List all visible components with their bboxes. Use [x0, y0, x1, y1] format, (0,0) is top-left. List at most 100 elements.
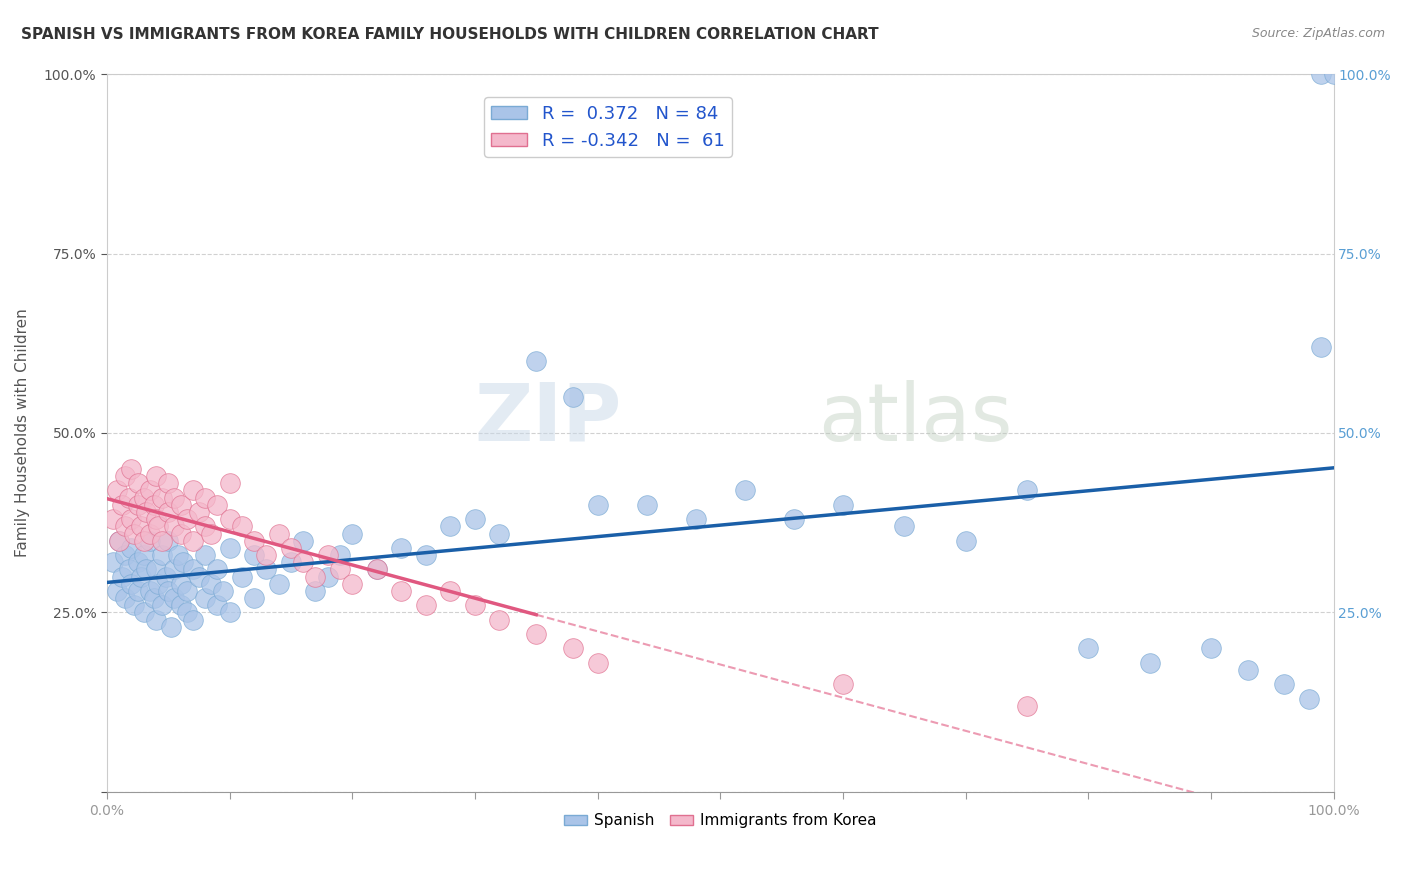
Point [181, 562, 204, 576]
Point [150, 599, 173, 613]
Point [254, 562, 277, 576]
Point [145, 613, 167, 627]
Point [254, 548, 277, 562]
Point [145, 469, 167, 483]
Point [150, 548, 173, 562]
Point [207, 562, 229, 576]
Point [1199, 641, 1222, 656]
Point [127, 583, 149, 598]
Point [139, 583, 162, 598]
Point [292, 555, 315, 569]
Point [108, 533, 131, 548]
Point [342, 526, 364, 541]
Point [524, 627, 547, 641]
Y-axis label: Family Households with Children: Family Households with Children [15, 309, 30, 558]
Point [108, 533, 131, 548]
Point [111, 569, 134, 583]
Point [292, 533, 315, 548]
Point [167, 548, 190, 562]
Point [488, 526, 510, 541]
Point [893, 519, 915, 533]
Point [586, 498, 609, 512]
Point [464, 599, 486, 613]
Point [121, 541, 143, 555]
Point [1310, 340, 1333, 354]
Point [955, 533, 977, 548]
Point [389, 541, 412, 555]
Point [267, 526, 290, 541]
Point [329, 548, 352, 562]
Point [439, 583, 461, 598]
Text: ZIP: ZIP [475, 380, 621, 458]
Point [132, 533, 155, 548]
Point [304, 583, 326, 598]
Point [200, 576, 222, 591]
Text: SPANISH VS IMMIGRANTS FROM KOREA FAMILY HOUSEHOLDS WITH CHILDREN CORRELATION CHA: SPANISH VS IMMIGRANTS FROM KOREA FAMILY … [21, 27, 879, 42]
Point [389, 583, 412, 598]
Point [157, 583, 180, 598]
Point [524, 354, 547, 368]
Point [1274, 677, 1296, 691]
Point [169, 526, 191, 541]
Point [831, 498, 853, 512]
Point [366, 562, 388, 576]
Point [111, 498, 134, 512]
Point [1139, 656, 1161, 670]
Point [181, 533, 204, 548]
Point [316, 569, 339, 583]
Point [243, 533, 266, 548]
Point [304, 569, 326, 583]
Point [1298, 691, 1320, 706]
Point [194, 591, 217, 606]
Point [169, 599, 191, 613]
Point [194, 519, 217, 533]
Point [329, 562, 352, 576]
Point [157, 476, 180, 491]
Point [121, 576, 143, 591]
Point [194, 491, 217, 505]
Point [831, 677, 853, 691]
Point [200, 526, 222, 541]
Point [1310, 67, 1333, 81]
Point [280, 555, 302, 569]
Point [734, 483, 756, 498]
Point [142, 498, 165, 512]
Point [101, 555, 124, 569]
Point [118, 562, 141, 576]
Point [129, 569, 152, 583]
Point [114, 548, 136, 562]
Point [176, 606, 198, 620]
Point [135, 505, 157, 519]
Point [101, 512, 124, 526]
Point [1322, 67, 1344, 81]
Point [212, 583, 235, 598]
Point [243, 591, 266, 606]
Point [169, 576, 191, 591]
Point [207, 599, 229, 613]
Point [139, 483, 162, 498]
Point [169, 498, 191, 512]
Point [163, 519, 186, 533]
Point [243, 548, 266, 562]
Point [685, 512, 707, 526]
Point [562, 641, 585, 656]
Point [114, 519, 136, 533]
Point [1236, 663, 1258, 677]
Point [176, 583, 198, 598]
Point [181, 483, 204, 498]
Point [139, 526, 162, 541]
Point [172, 555, 194, 569]
Point [1015, 483, 1038, 498]
Point [218, 606, 240, 620]
Point [231, 519, 253, 533]
Point [1077, 641, 1099, 656]
Point [127, 555, 149, 569]
Point [415, 599, 437, 613]
Point [342, 576, 364, 591]
Point [366, 562, 388, 576]
Point [118, 491, 141, 505]
Point [231, 569, 253, 583]
Point [142, 591, 165, 606]
Point [114, 469, 136, 483]
Point [636, 498, 658, 512]
